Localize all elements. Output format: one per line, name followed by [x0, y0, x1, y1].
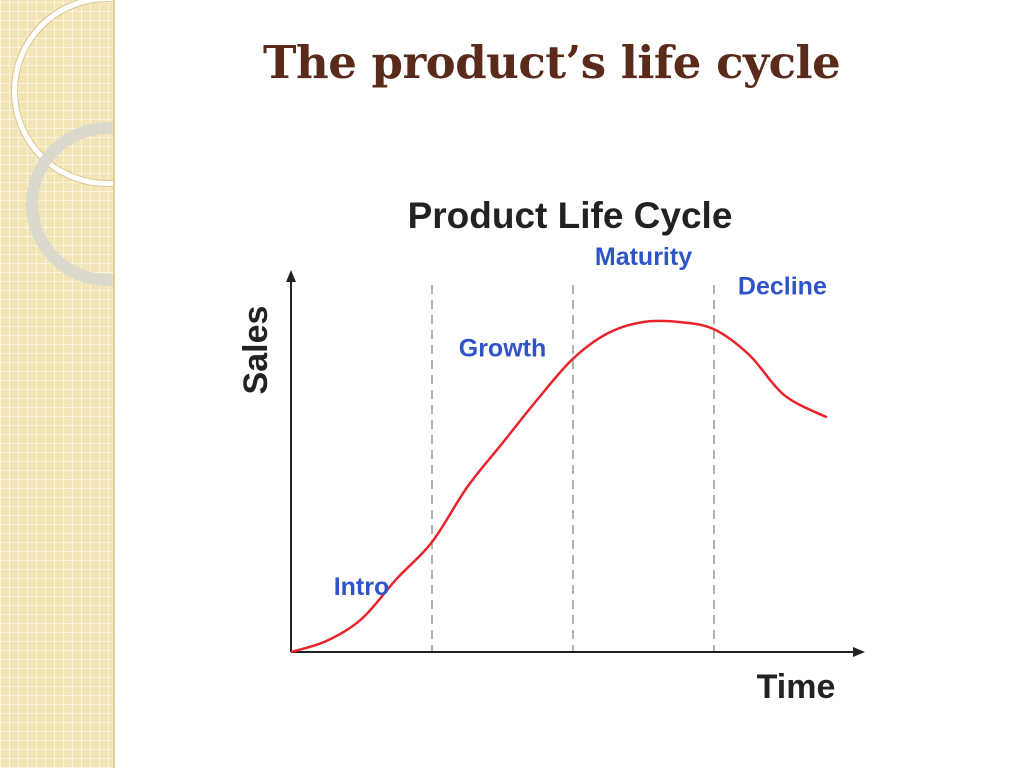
stage-dividers	[431, 285, 715, 652]
sales-curve-line	[290, 319, 828, 654]
x-axis-label: Time	[757, 668, 836, 706]
decorative-side-band	[0, 0, 115, 768]
chart-axes	[286, 270, 865, 657]
y-axis-label: Sales	[237, 306, 275, 395]
stage-label-decline: Decline	[738, 272, 827, 300]
slide-title: The product’s life cycle	[263, 36, 841, 89]
chart-title: Product Life Cycle	[408, 195, 733, 236]
stage-labels: Intro Growth Maturity Decline	[334, 243, 827, 601]
stage-label-maturity: Maturity	[595, 243, 692, 271]
stage-label-intro: Intro	[334, 573, 390, 601]
x-axis-arrow-icon	[853, 647, 865, 657]
stage-label-growth: Growth	[459, 335, 547, 363]
y-axis-arrow-icon	[286, 270, 296, 282]
